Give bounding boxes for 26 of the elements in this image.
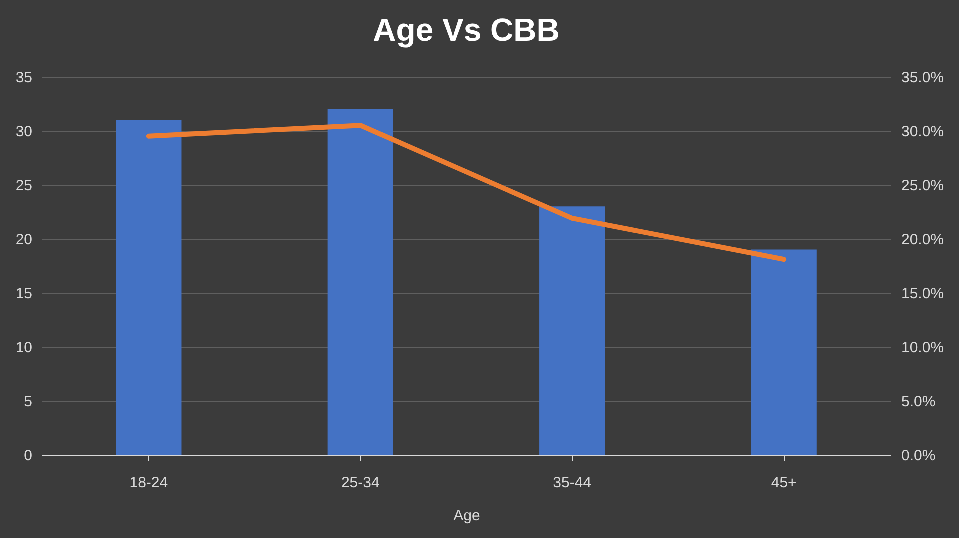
y-tick-label: 0 (24, 448, 32, 464)
x-tick-label: 35-44 (553, 474, 592, 492)
chart-title: Age Vs CBB (373, 12, 560, 48)
y2-tick-label: 0.0% (902, 448, 936, 464)
y-tick-label: 15 (16, 286, 32, 302)
y2-tick-label: 20.0% (902, 232, 944, 248)
y-tick-label: 10 (16, 340, 32, 356)
bar (751, 250, 817, 455)
x-tick-label: 18-24 (130, 474, 168, 492)
x-axis-title: Age (454, 508, 480, 524)
y2-tick-label: 30.0% (902, 124, 944, 140)
y-tick-label: 20 (16, 232, 32, 248)
bar (116, 120, 182, 455)
bar (540, 206, 606, 455)
y-tick-label: 30 (16, 124, 32, 140)
y2-tick-label: 10.0% (902, 340, 944, 356)
x-tick-label: 45+ (771, 474, 798, 492)
y-tick-label: 5 (24, 394, 32, 410)
x-tick-label: 25-34 (341, 474, 380, 492)
y2-tick-label: 15.0% (902, 286, 944, 302)
y-tick-label: 25 (16, 178, 32, 194)
y-tick-label: 35 (16, 70, 32, 86)
y2-tick-label: 5.0% (902, 394, 936, 410)
bar (328, 109, 394, 455)
y2-tick-label: 25.0% (902, 178, 944, 194)
y2-tick-label: 35.0% (902, 70, 944, 86)
